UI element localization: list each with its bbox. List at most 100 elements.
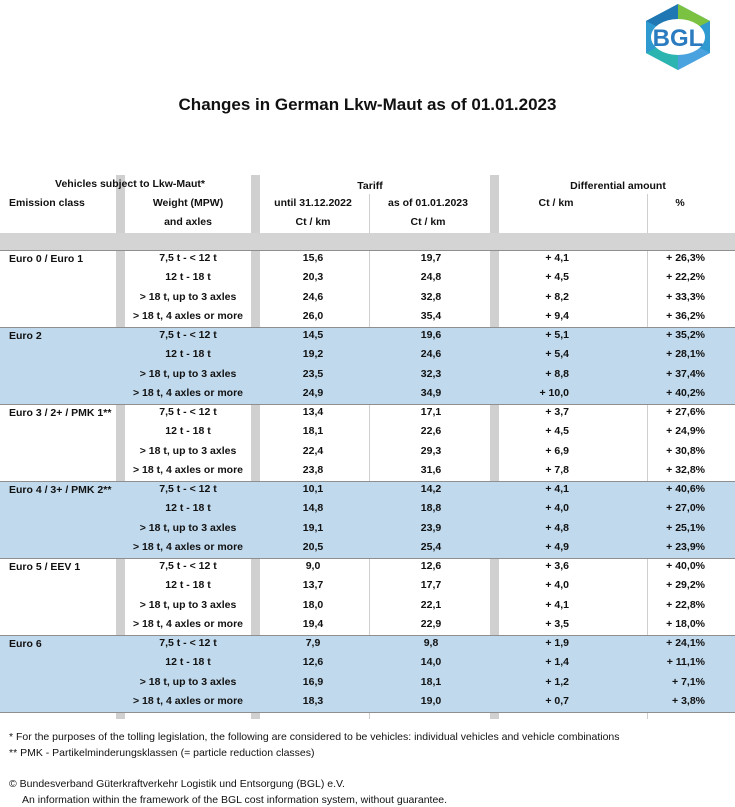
cell-diff: + 4,1 [545, 483, 569, 495]
cell-diff: + 5,4 [545, 348, 569, 361]
table-row: 12 t - 18 t 14,8 18,8 + 4,0 + 27,0% [0, 500, 735, 519]
cell-until: 18,1 [302, 425, 324, 438]
cell-weight: > 18 t, 4 axles or more [132, 463, 244, 476]
table-row: > 18 t, 4 axles or more 20,5 25,4 + 4,9 + 23… [0, 539, 735, 558]
header-tariff: Tariff [357, 180, 383, 192]
cell-asof: 22,9 [420, 617, 442, 630]
cell-weight: > 18 t, 4 axles or more [132, 309, 244, 322]
table-row: 12 t - 18 t 20,3 24,8 + 4,5 + 22,2% [0, 269, 735, 288]
table-row: 7,5 t - < 12 t 13,4 17,1 + 3,7 + 27,6% [0, 404, 735, 423]
cell-until: 7,9 [305, 637, 321, 649]
cell-asof: 17,7 [420, 579, 442, 592]
cell-weight: 7,5 t - < 12 t [159, 637, 217, 649]
cell-weight: > 18 t, 4 axles or more [132, 540, 244, 553]
cell-asof: 35,4 [420, 309, 442, 322]
cell-weight: > 18 t, 4 axles or more [132, 386, 244, 399]
group-divider [0, 327, 735, 328]
table-row: 12 t - 18 t 18,1 22,6 + 4,5 + 24,9% [0, 423, 735, 442]
cell-pct: + 11,1% [666, 656, 705, 669]
cell-weight: > 18 t, up to 3 axles [139, 367, 237, 380]
header-until: until 31.12.2022 [274, 197, 352, 209]
cell-pct: + 36,2% [666, 309, 705, 322]
table-row: > 18 t, up to 3 axles 23,5 32,3 + 8,8 + 37,4… [0, 366, 735, 385]
table-row: 7,5 t - < 12 t 15,6 19,7 + 4,1 + 26,3% [0, 250, 735, 269]
cell-asof: 18,1 [420, 675, 442, 688]
cell-weight: 7,5 t - < 12 t [159, 483, 217, 495]
cell-until: 16,9 [302, 675, 324, 688]
cell-asof: 19,7 [420, 252, 442, 264]
table-row: 7,5 t - < 12 t 10,1 14,2 + 4,1 + 40,6% [0, 481, 735, 500]
cell-diff: + 0,7 [545, 694, 569, 707]
cell-diff: + 1,9 [545, 637, 569, 649]
cell-pct: + 27,0% [666, 502, 705, 515]
table-row: > 18 t, 4 axles or more 23,8 31,6 + 7,8 + 32… [0, 462, 735, 481]
cell-pct: + 25,1% [666, 521, 705, 534]
cell-weight: 12 t - 18 t [165, 348, 211, 361]
cell-diff: + 1,2 [545, 675, 569, 688]
cell-weight: > 18 t, up to 3 axles [139, 598, 237, 611]
cell-diff: + 7,8 [545, 463, 569, 476]
table-row: 7,5 t - < 12 t 9,0 12,6 + 3,6 + 40,0% [0, 558, 735, 577]
header-differential: Differential amount [570, 180, 666, 192]
cell-weight: > 18 t, 4 axles or more [132, 694, 244, 707]
cell-until: 19,2 [302, 348, 324, 361]
disclaimer: An information within the framework of t… [22, 794, 448, 806]
cell-until: 23,5 [302, 367, 324, 380]
cell-pct: + 40,2% [666, 386, 705, 399]
table-row: 12 t - 18 t 12,6 14,0 + 1,4 + 11,1% [0, 654, 735, 673]
group-divider [0, 481, 735, 482]
cell-pct: + 32,8% [666, 463, 705, 476]
cell-until: 23,8 [302, 463, 324, 476]
cell-pct: + 30,8% [666, 444, 705, 457]
header-asof: as of 01.01.2023 [388, 197, 468, 209]
header-emission-class: Emission class [9, 197, 85, 209]
cell-pct: + 40,0% [666, 560, 705, 572]
cell-until: 24,9 [302, 386, 324, 399]
cell-weight: > 18 t, up to 3 axles [139, 290, 237, 303]
cell-asof: 23,9 [420, 521, 442, 534]
emission-class-label: Euro 0 / Euro 1 [9, 253, 84, 265]
cell-until: 22,4 [302, 444, 324, 457]
cell-until: 24,6 [302, 290, 324, 303]
column-separator [490, 175, 499, 719]
header-diff-pct: % [675, 197, 685, 209]
group-divider [0, 635, 735, 636]
table-row: > 18 t, up to 3 axles 18,0 22,1 + 4,1 + 22,8… [0, 597, 735, 616]
cell-asof: 29,3 [420, 444, 442, 457]
column-separator-thin [647, 194, 648, 719]
cell-diff: + 1,4 [545, 656, 569, 669]
cell-asof: 22,6 [420, 425, 442, 438]
cell-asof: 22,1 [420, 598, 442, 611]
logo-text: BGL [653, 25, 704, 52]
cell-pct: + 3,8% [672, 694, 705, 707]
cell-diff: + 3,5 [545, 617, 569, 630]
cell-until: 15,6 [302, 252, 324, 264]
cell-asof: 31,6 [420, 463, 442, 476]
header-asof-unit: Ct / km [410, 216, 446, 228]
emission-group [0, 481, 735, 558]
header-axles: and axles [164, 216, 212, 228]
cell-asof: 14,0 [420, 656, 442, 669]
table-row: 12 t - 18 t 19,2 24,6 + 5,4 + 28,1% [0, 346, 735, 365]
cell-pct: + 27,6% [666, 406, 705, 418]
table-row: 12 t - 18 t 13,7 17,7 + 4,0 + 29,2% [0, 577, 735, 596]
column-separator-thin [369, 194, 370, 719]
cell-asof: 14,2 [420, 483, 442, 495]
cell-pct: + 26,3% [666, 252, 705, 264]
cell-pct: + 35,2% [666, 329, 705, 341]
cell-weight: > 18 t, up to 3 axles [139, 444, 237, 457]
cell-diff: + 9,4 [545, 309, 569, 322]
cell-pct: + 24,9% [666, 425, 705, 438]
cell-until: 18,0 [302, 598, 324, 611]
table-row: > 18 t, up to 3 axles 22,4 29,3 + 6,9 + 30,8… [0, 443, 735, 462]
cell-weight: 12 t - 18 t [165, 502, 211, 515]
cell-asof: 18,8 [420, 502, 442, 515]
header-weight: Weight (MPW) [152, 197, 224, 209]
table-row: > 18 t, up to 3 axles 24,6 32,8 + 8,2 + 33,3… [0, 289, 735, 308]
cell-weight: 12 t - 18 t [165, 579, 211, 592]
cell-pct: + 22,2% [666, 271, 705, 284]
cell-diff: + 8,2 [545, 290, 569, 303]
header-until-unit: Ct / km [295, 216, 331, 228]
cell-until: 19,4 [302, 617, 324, 630]
cell-until: 14,5 [302, 329, 324, 341]
